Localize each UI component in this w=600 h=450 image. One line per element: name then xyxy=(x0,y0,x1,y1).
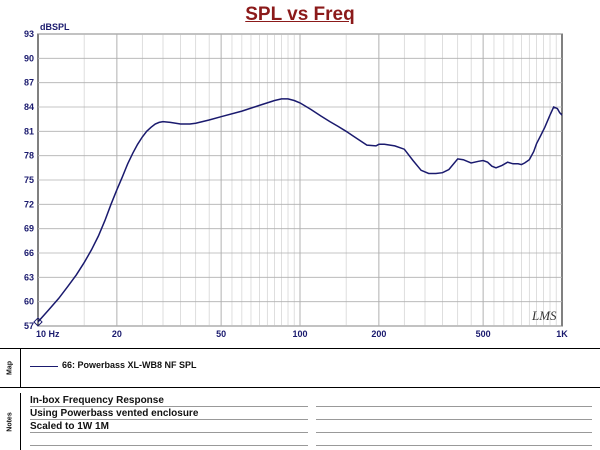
legend-swatch xyxy=(30,366,58,367)
chart-title: SPL vs Freq xyxy=(245,4,355,25)
notes-section: Notes In-box Frequency Response Using Po… xyxy=(0,393,600,450)
grid-lines xyxy=(38,33,562,327)
note-rule xyxy=(316,419,592,420)
x-tick-label: 50 xyxy=(216,329,226,339)
note-rule xyxy=(316,406,592,407)
y-tick-label: 63 xyxy=(24,272,34,282)
notes-tab-label: Notes xyxy=(6,411,14,432)
note-rule xyxy=(316,432,592,433)
y-tick-label: 78 xyxy=(24,151,34,161)
legend-entry-label: 66: Powerbass XL-WB8 NF SPL xyxy=(62,360,197,370)
x-tick-label: 100 xyxy=(292,329,307,339)
map-section: Map 66: Powerbass XL-WB8 NF SPL xyxy=(0,348,600,388)
info-panel: Map 66: Powerbass XL-WB8 NF SPL Notes In… xyxy=(0,348,600,450)
y-tick-label: 81 xyxy=(24,126,34,136)
y-tick-label: 84 xyxy=(24,102,34,112)
note-line-3[interactable]: Scaled to 1W 1M xyxy=(30,421,109,432)
y-tick-label: 90 xyxy=(24,53,34,63)
y-tick-label: 57 xyxy=(24,321,34,331)
note-line-1[interactable]: In-box Frequency Response xyxy=(30,395,164,406)
spl-curve-line xyxy=(37,98,563,323)
y-tick-label: 72 xyxy=(24,199,34,209)
y-axis-unit-label: dBSPL xyxy=(40,22,70,32)
note-rule xyxy=(30,419,308,420)
x-tick-label: 1K xyxy=(556,329,568,339)
x-tick-label: 20 xyxy=(112,329,122,339)
note-rule xyxy=(30,432,308,433)
note-rule xyxy=(316,445,592,446)
tick-labels: 57 60 63 66 69 72 75 78 81 84 87 90 93 10 Hz 20 50 100 20… xyxy=(24,29,568,339)
y-tick-label: 75 xyxy=(24,175,34,185)
note-line-2[interactable]: Using Powerbass vented enclosure xyxy=(30,408,199,419)
x-tick-label: 500 xyxy=(476,329,491,339)
y-tick-label: 60 xyxy=(24,297,34,307)
x-tick-label: 200 xyxy=(371,329,386,339)
x-tick-label: 10 Hz xyxy=(36,329,60,339)
lms-annotation: LMS xyxy=(531,308,557,323)
y-tick-label: 66 xyxy=(24,248,34,258)
map-tab-label: Map xyxy=(6,361,14,375)
notes-tab[interactable]: Notes xyxy=(0,393,21,450)
y-tick-label: 69 xyxy=(24,224,34,234)
note-rule xyxy=(30,445,308,446)
y-tick-label: 93 xyxy=(24,29,34,39)
spl-chart: 57 60 63 66 69 72 75 78 81 84 87 90 93 10 Hz 20 50 100 20… xyxy=(24,22,568,339)
curve-start-marker xyxy=(33,317,43,327)
note-rule xyxy=(30,406,308,407)
y-tick-label: 87 xyxy=(24,78,34,88)
map-tab[interactable]: Map xyxy=(0,349,21,387)
